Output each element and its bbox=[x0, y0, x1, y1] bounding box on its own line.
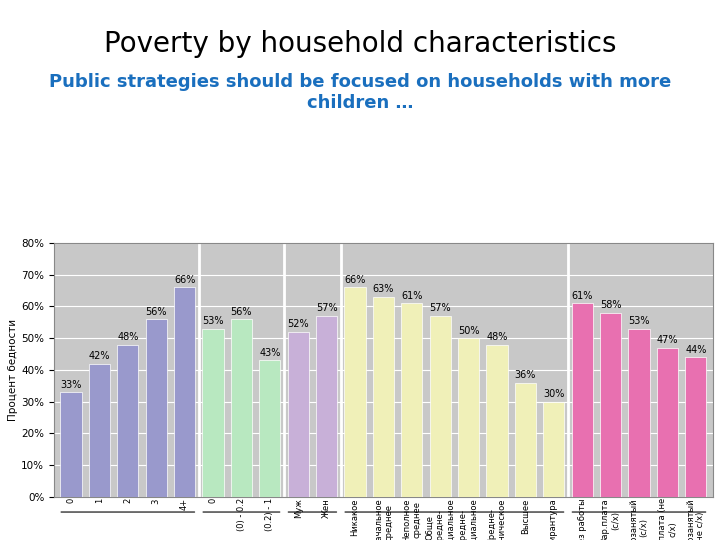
Text: 47%: 47% bbox=[657, 335, 678, 345]
Text: 53%: 53% bbox=[202, 316, 224, 326]
Bar bbox=[600, 313, 621, 497]
Bar bbox=[685, 357, 706, 497]
Text: 43%: 43% bbox=[259, 348, 281, 358]
Text: 48%: 48% bbox=[486, 332, 508, 342]
Text: 63%: 63% bbox=[373, 285, 394, 294]
Text: 57%: 57% bbox=[429, 303, 451, 313]
Text: 56%: 56% bbox=[230, 307, 252, 316]
Bar bbox=[259, 360, 281, 497]
Bar bbox=[117, 345, 138, 497]
Text: 50%: 50% bbox=[458, 326, 480, 336]
Text: 61%: 61% bbox=[401, 291, 423, 301]
Text: 48%: 48% bbox=[117, 332, 138, 342]
Bar bbox=[89, 363, 110, 497]
Bar bbox=[316, 316, 337, 497]
Text: 42%: 42% bbox=[89, 351, 110, 361]
Text: 66%: 66% bbox=[344, 275, 366, 285]
Text: Poverty by household characteristics: Poverty by household characteristics bbox=[104, 30, 616, 58]
Text: 66%: 66% bbox=[174, 275, 195, 285]
Text: Public strategies should be focused on households with more
children …: Public strategies should be focused on h… bbox=[49, 73, 671, 112]
Bar bbox=[515, 383, 536, 497]
Bar bbox=[401, 303, 423, 497]
Bar bbox=[373, 297, 394, 497]
Text: 52%: 52% bbox=[287, 319, 309, 329]
Bar bbox=[145, 319, 167, 497]
Text: 44%: 44% bbox=[685, 345, 706, 355]
Text: 36%: 36% bbox=[515, 370, 536, 380]
Bar bbox=[543, 402, 564, 497]
Bar bbox=[231, 319, 252, 497]
Text: 61%: 61% bbox=[572, 291, 593, 301]
Bar bbox=[430, 316, 451, 497]
Bar bbox=[657, 348, 678, 497]
Text: 53%: 53% bbox=[629, 316, 649, 326]
Text: 58%: 58% bbox=[600, 300, 621, 310]
Text: 30%: 30% bbox=[543, 389, 564, 399]
Bar bbox=[486, 345, 508, 497]
Y-axis label: Процент бедности: Процент бедности bbox=[9, 319, 19, 421]
Bar bbox=[60, 392, 81, 497]
Bar bbox=[572, 303, 593, 497]
Bar bbox=[174, 287, 195, 497]
Bar bbox=[458, 338, 480, 497]
Bar bbox=[344, 287, 366, 497]
Text: 33%: 33% bbox=[60, 380, 82, 389]
Bar bbox=[287, 332, 309, 497]
Text: 57%: 57% bbox=[316, 303, 338, 313]
Bar bbox=[629, 329, 649, 497]
Text: 56%: 56% bbox=[145, 307, 167, 316]
Bar bbox=[202, 329, 224, 497]
